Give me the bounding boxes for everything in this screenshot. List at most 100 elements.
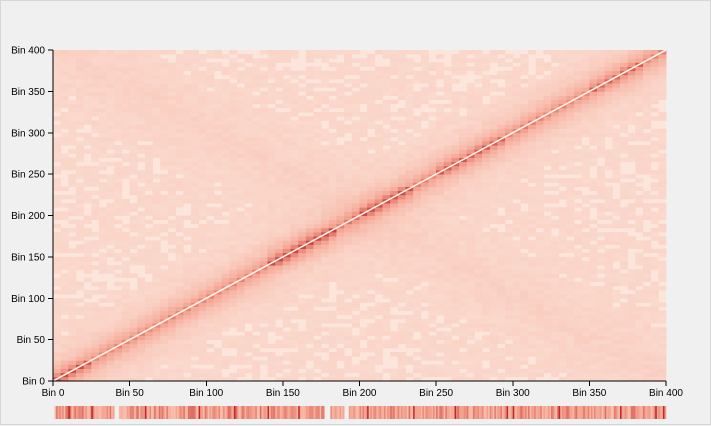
heatmap-cell — [374, 232, 383, 237]
heatmap-cell — [91, 112, 100, 117]
heatmap-cell — [497, 236, 506, 241]
heatmap-cell — [459, 128, 468, 134]
heatmap-cell — [589, 277, 598, 283]
heatmap-cell — [75, 281, 85, 287]
heatmap-cell — [114, 87, 123, 92]
heatmap-cell — [68, 323, 77, 328]
heatmap-cell — [535, 298, 544, 303]
heatmap-cell — [581, 107, 590, 113]
heatmap-cell — [298, 372, 307, 378]
heatmap-cell — [75, 223, 85, 229]
heatmap-cell — [183, 161, 192, 167]
heatmap-cell — [229, 302, 238, 307]
heatmap-cell — [152, 182, 161, 187]
heatmap-cell — [397, 95, 406, 101]
heatmap-cell — [359, 335, 368, 341]
heatmap-cell — [428, 256, 437, 262]
heatmap-cell — [543, 269, 552, 274]
heatmap-cell — [98, 182, 108, 187]
heatmap-cell — [436, 289, 445, 295]
heatmap-cell — [313, 211, 322, 216]
heatmap-cell — [198, 285, 207, 291]
heatmap-cell — [535, 203, 544, 208]
heatmap-cell — [512, 83, 521, 88]
heatmap-cell — [98, 236, 108, 241]
heatmap-cell — [420, 136, 429, 142]
heatmap-cell — [313, 128, 322, 134]
heatmap-cell — [252, 116, 261, 121]
heatmap-cell — [321, 294, 330, 299]
heatmap-cell — [275, 95, 284, 101]
heatmap-cell — [190, 174, 199, 179]
heatmap-cell — [420, 194, 429, 200]
heatmap-cell — [581, 331, 590, 336]
heatmap-cell — [558, 70, 567, 76]
heatmap-cell — [53, 66, 62, 72]
heatmap-cell — [512, 136, 521, 142]
heatmap-cell — [566, 95, 575, 101]
heatmap-cell — [175, 145, 184, 150]
heatmap-cell — [160, 360, 169, 365]
heatmap-cell — [53, 182, 62, 187]
heatmap-cell — [451, 232, 460, 237]
heatmap-cell — [336, 66, 345, 72]
heatmap-cell — [160, 273, 169, 278]
heatmap-cell — [528, 343, 537, 349]
heatmap-cell — [574, 368, 583, 374]
heatmap-cell — [405, 153, 414, 158]
heatmap-cell — [344, 343, 353, 349]
heatmap-cell — [367, 277, 376, 283]
heatmap-cell — [405, 66, 414, 72]
heatmap-cell — [566, 70, 575, 76]
heatmap-cell — [466, 269, 475, 274]
heatmap-cell — [535, 352, 544, 357]
heatmap-cell — [382, 120, 391, 125]
heatmap-cell — [367, 203, 376, 208]
heatmap-cell — [267, 182, 276, 187]
heatmap-cell — [566, 211, 575, 216]
heatmap-cell — [351, 198, 360, 204]
heatmap-cell — [328, 116, 337, 121]
heatmap-cell — [328, 141, 337, 146]
heatmap-cell — [505, 232, 514, 237]
heatmap-cell — [474, 298, 483, 303]
heatmap-cell — [359, 169, 368, 175]
heatmap-cell — [397, 372, 406, 378]
heatmap-cell — [328, 186, 337, 192]
heatmap-cell — [313, 194, 322, 200]
heatmap-cell — [206, 360, 215, 365]
heatmap-cell — [221, 310, 230, 316]
heatmap-cell — [206, 219, 215, 225]
heatmap-cell — [183, 318, 192, 324]
heatmap-cell — [466, 294, 475, 299]
heatmap-cell — [551, 128, 560, 134]
heatmap-cell — [520, 244, 529, 249]
heatmap-cell — [321, 252, 330, 258]
heatmap-cell — [328, 360, 337, 365]
heatmap-cell — [597, 327, 606, 332]
heatmap-cell — [221, 376, 230, 382]
heatmap-cell — [574, 285, 583, 291]
heatmap-cell — [413, 269, 422, 274]
heatmap-cell — [175, 372, 184, 378]
heatmap-cell — [589, 339, 598, 345]
heatmap-cell — [328, 62, 337, 67]
heatmap-cell — [321, 74, 330, 80]
heatmap-cell — [558, 190, 567, 196]
heatmap-cell — [413, 281, 422, 287]
heatmap-cell — [413, 302, 422, 307]
heatmap-cell — [244, 157, 253, 163]
heatmap-cell — [566, 54, 575, 59]
heatmap-cell — [474, 116, 483, 121]
heatmap-cell — [459, 178, 468, 183]
heatmap-cell — [244, 331, 253, 336]
heatmap-cell — [589, 141, 598, 146]
heatmap-cell — [497, 190, 506, 196]
heatmap-cell — [489, 211, 498, 216]
heatmap-cell — [413, 252, 422, 258]
heatmap-cell — [221, 153, 230, 158]
heatmap-cell — [512, 273, 521, 278]
heatmap-cell — [129, 141, 138, 146]
heatmap-cell — [91, 327, 100, 332]
heatmap-cell — [436, 66, 445, 72]
